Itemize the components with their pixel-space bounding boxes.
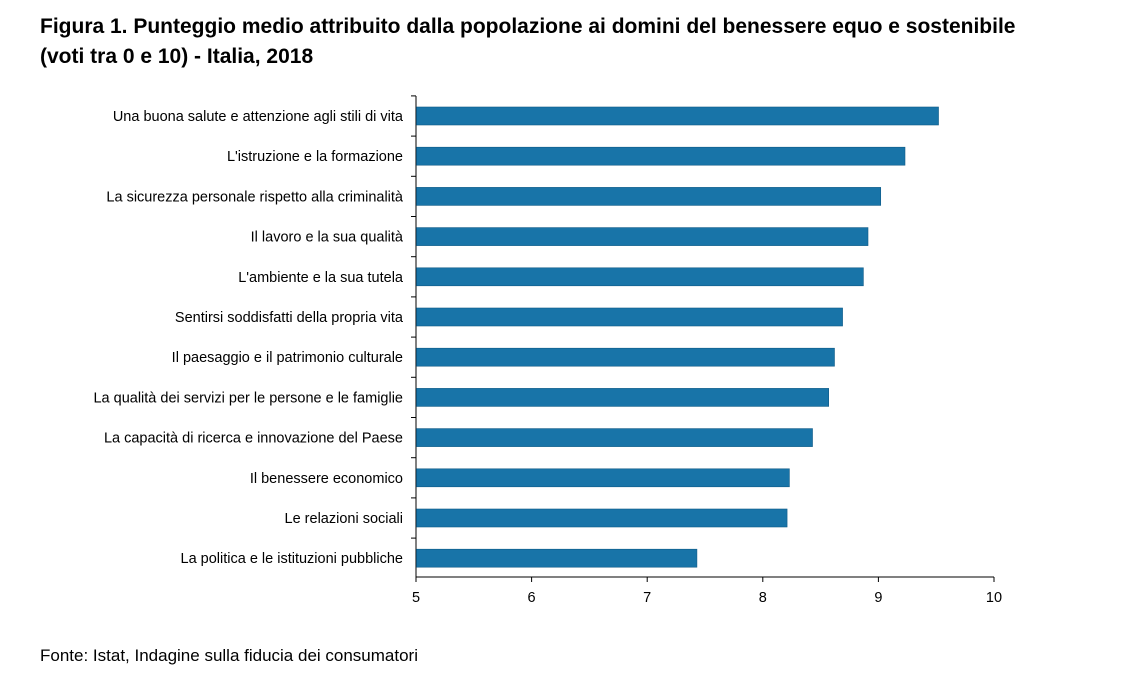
bar [416, 146, 906, 166]
category-label: La sicurezza personale rispetto alla cri… [106, 189, 404, 205]
bar [416, 548, 698, 568]
bar [416, 428, 813, 447]
bar [416, 227, 869, 246]
x-tick-label: 10 [986, 590, 1002, 606]
bar [416, 187, 882, 206]
bar [416, 106, 939, 126]
category-label: Il lavoro e la sua qualità [251, 230, 404, 246]
chart-title-line-1: Figura 1. Punteggio medio attribuito dal… [40, 15, 1016, 38]
x-tick-label: 9 [874, 590, 882, 606]
category-label: Il paesaggio e il patrimonio culturale [172, 350, 403, 366]
chart-title: Figura 1. Punteggio medio attribuito dal… [40, 12, 1140, 72]
x-tick-label: 5 [412, 590, 420, 606]
category-label: La politica e le istituzioni pubbliche [181, 551, 403, 567]
category-label: Una buona salute e attenzione agli stili… [113, 109, 404, 125]
category-label: Sentirsi soddisfatti della propria vita [175, 310, 404, 326]
x-tick-label: 6 [528, 590, 536, 606]
category-label: La capacità di ricerca e innovazione del… [104, 431, 403, 447]
bar [416, 388, 829, 407]
source-note: Fonte: Istat, Indagine sulla fiducia dei… [40, 646, 418, 665]
x-tick-label: 8 [759, 590, 767, 606]
category-label: Le relazioni sociali [285, 511, 403, 527]
bar-chart: Una buona salute e attenzione agli stili… [93, 95, 1002, 606]
bar [416, 468, 790, 488]
chart-title-line-2: (voti tra 0 e 10) - Italia, 2018 [40, 45, 314, 68]
category-label: La qualità dei servizi per le persone e … [93, 390, 403, 406]
bar [416, 307, 843, 327]
category-label: Il benessere economico [250, 471, 403, 487]
category-label: L'istruzione e la formazione [227, 149, 403, 165]
bar [416, 267, 864, 287]
bar [416, 347, 835, 367]
x-tick-label: 7 [643, 590, 651, 606]
category-label: L'ambiente e la sua tutela [238, 270, 404, 286]
bar [416, 508, 788, 528]
